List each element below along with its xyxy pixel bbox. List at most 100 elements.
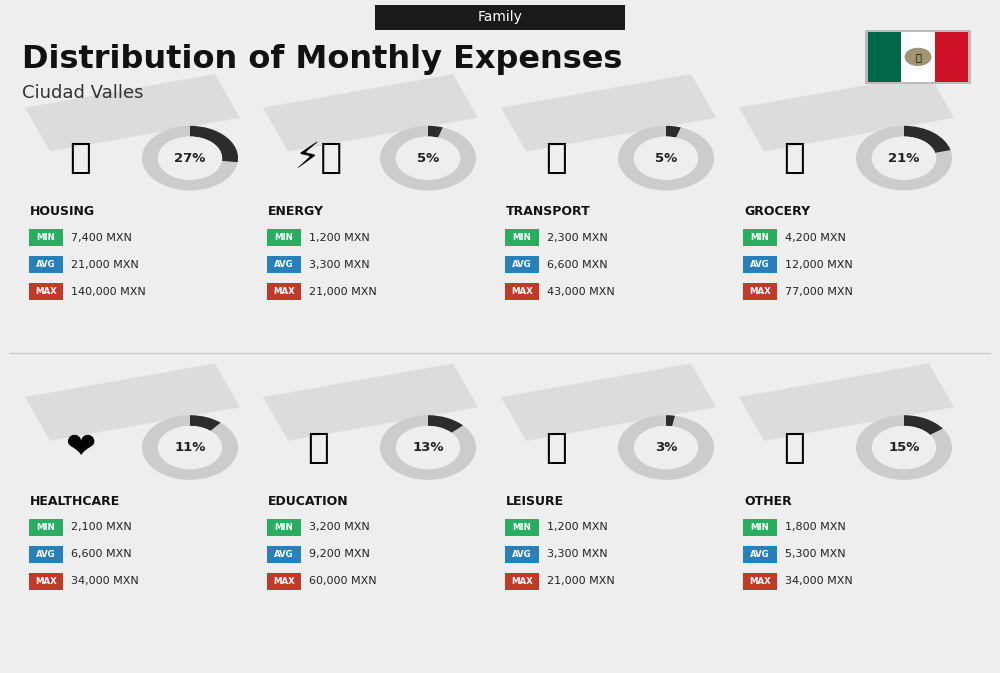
Polygon shape — [501, 363, 716, 441]
Text: 3,300 MXN: 3,300 MXN — [309, 260, 370, 270]
Text: 🛍: 🛍 — [545, 431, 567, 464]
FancyBboxPatch shape — [505, 573, 539, 590]
Text: AVG: AVG — [750, 260, 770, 269]
Text: ❤: ❤ — [65, 431, 95, 464]
FancyBboxPatch shape — [267, 546, 301, 563]
Wedge shape — [904, 415, 943, 435]
Circle shape — [905, 48, 931, 66]
Text: MAX: MAX — [511, 287, 533, 296]
Text: Ciudad Valles: Ciudad Valles — [22, 84, 144, 102]
Text: MAX: MAX — [35, 577, 57, 586]
Polygon shape — [739, 74, 954, 151]
Text: 2,100 MXN: 2,100 MXN — [71, 522, 132, 532]
Wedge shape — [190, 126, 238, 162]
Circle shape — [634, 137, 698, 180]
Text: 5%: 5% — [417, 151, 439, 165]
Text: 3,200 MXN: 3,200 MXN — [309, 522, 370, 532]
Text: 21,000 MXN: 21,000 MXN — [71, 260, 139, 270]
Text: 21%: 21% — [888, 151, 920, 165]
FancyBboxPatch shape — [505, 256, 539, 273]
FancyBboxPatch shape — [29, 283, 63, 300]
Text: MAX: MAX — [749, 287, 771, 296]
Circle shape — [158, 426, 222, 469]
Text: HOUSING: HOUSING — [30, 205, 95, 219]
Text: AVG: AVG — [750, 550, 770, 559]
Text: 27%: 27% — [174, 151, 206, 165]
FancyBboxPatch shape — [743, 519, 777, 536]
Circle shape — [396, 426, 460, 469]
Text: MIN: MIN — [751, 234, 769, 242]
Text: 1,200 MXN: 1,200 MXN — [309, 233, 370, 243]
Wedge shape — [856, 126, 952, 190]
FancyBboxPatch shape — [29, 573, 63, 590]
Text: 77,000 MXN: 77,000 MXN — [785, 287, 853, 297]
Wedge shape — [380, 126, 476, 190]
Wedge shape — [618, 415, 714, 480]
Text: Family: Family — [478, 11, 522, 24]
Text: MAX: MAX — [273, 287, 295, 296]
FancyBboxPatch shape — [505, 283, 539, 300]
FancyBboxPatch shape — [505, 519, 539, 536]
Text: 3,300 MXN: 3,300 MXN — [547, 549, 608, 559]
FancyBboxPatch shape — [267, 229, 301, 246]
Text: TRANSPORT: TRANSPORT — [506, 205, 591, 219]
Text: 6,600 MXN: 6,600 MXN — [71, 549, 132, 559]
Text: 🦅: 🦅 — [915, 52, 921, 62]
Polygon shape — [263, 363, 478, 441]
Text: 7,400 MXN: 7,400 MXN — [71, 233, 132, 243]
Text: 1,200 MXN: 1,200 MXN — [547, 522, 608, 532]
Text: MIN: MIN — [37, 523, 55, 532]
FancyBboxPatch shape — [505, 229, 539, 246]
FancyBboxPatch shape — [267, 573, 301, 590]
Text: 15%: 15% — [888, 441, 920, 454]
Text: MIN: MIN — [751, 523, 769, 532]
Text: AVG: AVG — [36, 260, 56, 269]
Text: EDUCATION: EDUCATION — [268, 495, 349, 508]
FancyBboxPatch shape — [743, 283, 777, 300]
Circle shape — [634, 426, 698, 469]
FancyBboxPatch shape — [743, 546, 777, 563]
FancyBboxPatch shape — [375, 5, 625, 30]
Circle shape — [872, 426, 936, 469]
Text: 🛒: 🛒 — [783, 141, 805, 175]
Text: AVG: AVG — [512, 550, 532, 559]
Text: MAX: MAX — [749, 577, 771, 586]
Text: 🚌: 🚌 — [545, 141, 567, 175]
Circle shape — [396, 137, 460, 180]
Text: 13%: 13% — [412, 441, 444, 454]
Polygon shape — [263, 74, 478, 151]
FancyBboxPatch shape — [743, 256, 777, 273]
Text: 21,000 MXN: 21,000 MXN — [309, 287, 377, 297]
Text: 60,000 MXN: 60,000 MXN — [309, 576, 377, 586]
Text: HEALTHCARE: HEALTHCARE — [30, 495, 120, 508]
FancyBboxPatch shape — [267, 283, 301, 300]
FancyBboxPatch shape — [743, 573, 777, 590]
Text: GROCERY: GROCERY — [744, 205, 810, 219]
Text: OTHER: OTHER — [744, 495, 792, 508]
FancyBboxPatch shape — [505, 546, 539, 563]
Text: 12,000 MXN: 12,000 MXN — [785, 260, 853, 270]
Circle shape — [872, 137, 936, 180]
Text: MIN: MIN — [275, 523, 293, 532]
Text: 34,000 MXN: 34,000 MXN — [71, 576, 139, 586]
Circle shape — [158, 137, 222, 180]
FancyBboxPatch shape — [29, 256, 63, 273]
Polygon shape — [739, 363, 954, 441]
Wedge shape — [904, 126, 950, 153]
FancyBboxPatch shape — [267, 519, 301, 536]
Text: 5%: 5% — [655, 151, 677, 165]
Text: 2,300 MXN: 2,300 MXN — [547, 233, 608, 243]
FancyBboxPatch shape — [868, 32, 901, 82]
Wedge shape — [618, 126, 714, 190]
Wedge shape — [428, 415, 463, 433]
Text: AVG: AVG — [36, 550, 56, 559]
FancyBboxPatch shape — [865, 30, 971, 84]
Text: 9,200 MXN: 9,200 MXN — [309, 549, 370, 559]
Text: MIN: MIN — [37, 234, 55, 242]
Wedge shape — [856, 415, 952, 480]
Wedge shape — [190, 415, 221, 431]
Text: 43,000 MXN: 43,000 MXN — [547, 287, 615, 297]
FancyBboxPatch shape — [901, 32, 935, 82]
Text: AVG: AVG — [274, 260, 294, 269]
Text: 🎓: 🎓 — [307, 431, 329, 464]
